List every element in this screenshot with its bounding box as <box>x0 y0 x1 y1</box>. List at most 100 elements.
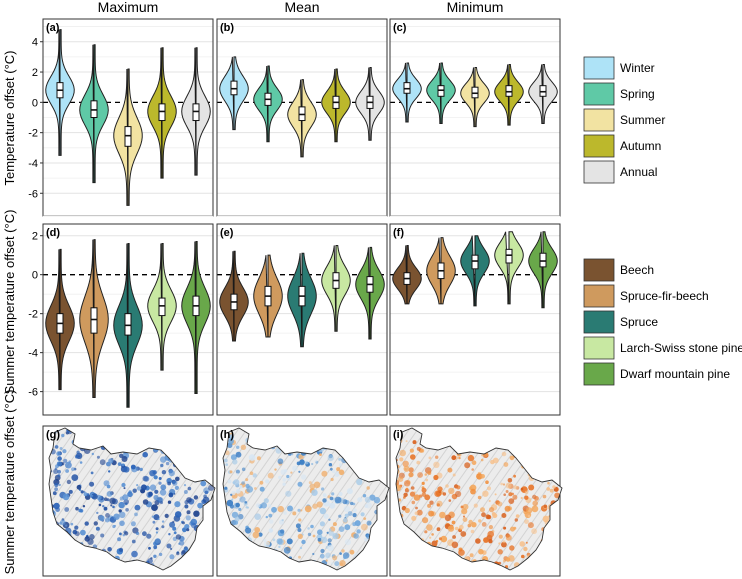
map-pixel <box>356 529 361 534</box>
map-pixel <box>400 484 403 487</box>
column-title-minimum: Minimum <box>447 0 504 15</box>
map-pixel <box>170 547 173 551</box>
map-pixel <box>470 488 476 495</box>
map-pixel <box>244 501 248 504</box>
map-pixel <box>433 474 439 481</box>
map-pixel <box>332 555 338 561</box>
map-pixel <box>338 491 343 497</box>
violin-winter <box>219 56 249 131</box>
map-pixel <box>330 467 333 471</box>
legend-label-annual: Annual <box>620 165 657 179</box>
region-outline <box>222 427 390 571</box>
map-pixel <box>471 460 477 466</box>
map-pixel <box>254 527 261 533</box>
map-pixel <box>398 498 402 502</box>
map-pixel <box>110 504 113 507</box>
map-pixel <box>236 473 239 476</box>
map-pixel <box>131 550 138 558</box>
map-pixel <box>307 527 310 530</box>
map-pixel <box>504 505 511 512</box>
map-pixel <box>312 552 315 556</box>
map-pixel <box>424 530 428 534</box>
map-h: (h) <box>216 425 390 577</box>
map-pixel <box>278 475 282 480</box>
map-pixel <box>353 533 359 539</box>
map-pixel <box>283 511 287 515</box>
map-pixel <box>64 507 70 512</box>
map-pixel <box>547 481 550 485</box>
violin-dwarf-mountain-pine <box>181 241 211 395</box>
map-pixel <box>68 489 73 494</box>
map-pixel <box>404 480 411 487</box>
map-pixel <box>428 510 435 517</box>
map-pixel <box>113 513 120 520</box>
map-pixel <box>316 501 323 508</box>
map-pixel <box>325 559 328 562</box>
map-pixel <box>356 478 363 486</box>
map-pixel <box>485 514 491 520</box>
map-pixel <box>527 522 534 529</box>
map-pixel <box>175 534 182 540</box>
panel-a: -6 -4 -2 0 2 4 (a) <box>28 18 214 217</box>
map-pixel <box>470 529 475 534</box>
map-pixel <box>167 500 172 504</box>
map-pixel <box>448 487 455 495</box>
map-pixel <box>161 520 165 523</box>
map-pixel <box>411 500 416 505</box>
map-pixel <box>505 557 511 562</box>
map-pixel <box>500 482 504 486</box>
violin-larch-swiss-stone-pine <box>494 231 524 305</box>
map-pixel <box>233 479 240 486</box>
map-pixel <box>414 511 418 515</box>
map-pixel <box>434 544 437 547</box>
map-pixel <box>309 483 316 490</box>
map-pixel <box>277 505 284 513</box>
map-pixel <box>155 538 161 544</box>
map-pixel <box>354 520 361 527</box>
legend-label-larch-swiss-stone-pine: Larch-Swiss stone pine <box>620 341 742 355</box>
map-pixel <box>424 494 431 501</box>
map-pixel <box>364 504 369 508</box>
map-pixel <box>477 495 482 500</box>
map-pixel <box>326 531 329 534</box>
map-pixel <box>341 549 345 553</box>
map-pixel <box>155 531 158 534</box>
map-pixel <box>509 455 515 461</box>
legend-swatch-spring <box>583 82 615 106</box>
panel-border <box>216 223 388 416</box>
map-pixel <box>513 485 518 490</box>
map-pixel <box>70 522 74 526</box>
map-pixel <box>230 454 237 461</box>
map-pixel <box>240 444 247 450</box>
map-pixel <box>276 538 283 545</box>
violin-spring <box>79 44 109 184</box>
map-pixel <box>297 508 301 512</box>
map-pixel <box>322 493 327 498</box>
map-pixel <box>167 481 172 486</box>
map-pixel <box>290 453 294 456</box>
map-pixel <box>183 484 187 487</box>
map-pixel <box>267 503 272 508</box>
legend-swatch-winter <box>583 56 615 80</box>
map-pixel <box>319 553 325 559</box>
map-pixel <box>301 474 307 480</box>
map-pixel <box>268 513 273 518</box>
map-pixel <box>122 534 126 537</box>
map-pixel <box>319 453 322 456</box>
map-pixel <box>146 533 152 539</box>
panel-tag: (e) <box>220 227 234 239</box>
map-pixel <box>53 468 59 474</box>
map-pixel <box>458 456 461 460</box>
map-pixel <box>52 491 57 496</box>
map-pixel <box>357 497 363 503</box>
violin-annual <box>181 47 211 176</box>
map-pixel <box>360 512 365 517</box>
map-pixel <box>76 484 82 490</box>
map-pixel <box>74 525 79 530</box>
map-pixel <box>328 463 333 467</box>
map-pixel <box>168 533 171 536</box>
map-pixel <box>183 490 188 494</box>
map-pixel <box>68 460 71 463</box>
map-pixel <box>187 486 192 491</box>
map-pixel <box>405 440 408 443</box>
